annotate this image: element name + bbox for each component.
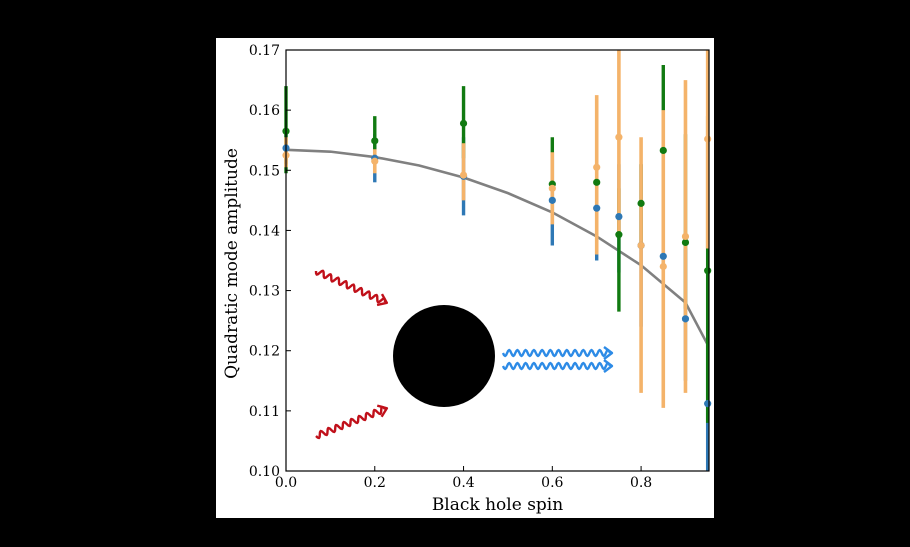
incoming-wave-top [314, 269, 389, 307]
orange-point [681, 232, 690, 241]
arrow-head [603, 359, 614, 373]
arrow-head [376, 293, 389, 307]
y-tick-label: 0.10 [249, 464, 280, 480]
green-point [615, 231, 623, 239]
green-point [704, 267, 712, 275]
orange-point [459, 171, 468, 179]
orange-point [548, 184, 556, 192]
incoming-wave-bottom [315, 404, 389, 440]
y-tick-label: 0.13 [249, 284, 280, 300]
green-point [681, 238, 690, 247]
x-tick-label: 0.2 [364, 475, 386, 491]
arrow-head [376, 404, 389, 418]
wave-line [501, 361, 612, 371]
orange-point [704, 135, 712, 143]
green-point [459, 119, 468, 127]
black-hole-illustration [314, 269, 614, 440]
orange-point [593, 163, 601, 171]
y-tick-label: 0.12 [249, 344, 280, 360]
green-point [593, 178, 601, 186]
green-point [637, 199, 645, 207]
y-tick-label: 0.17 [249, 43, 280, 59]
y-tick-label: 0.14 [249, 223, 280, 239]
blue-point [593, 204, 601, 212]
x-tick-label: 0.4 [452, 475, 474, 491]
outgoing-wave-upper [501, 346, 614, 360]
x-tick-label: 0.6 [541, 475, 563, 491]
fit-curve [285, 148, 709, 346]
blue-point [615, 212, 623, 221]
orange-point [637, 241, 645, 250]
orange-point [659, 262, 667, 271]
black-hole-disc [393, 305, 495, 407]
blue-point [659, 252, 667, 260]
y-tick-label: 0.11 [249, 404, 280, 420]
plot-frame [285, 49, 710, 472]
tick-layer: 0.0 0.2 0.4 0.6 0.8 0.10 0.11 0.12 0.13 0.14 0.15 0… [249, 43, 652, 491]
orange-point [615, 133, 623, 141]
y-tick-label: 0.15 [249, 163, 280, 179]
wave-line [315, 405, 386, 440]
blue-point [548, 196, 556, 204]
y-axis-title: Quadratic mode amplitude [222, 148, 242, 379]
green-point [371, 137, 379, 145]
x-axis-title: Black hole spin [432, 495, 563, 515]
errorbar-layer [284, 50, 710, 471]
y-tick-label: 0.16 [249, 103, 280, 119]
wave-line [501, 348, 612, 358]
blue-point [704, 400, 712, 408]
arrow-head [603, 346, 614, 360]
wave-line [314, 269, 387, 304]
green-point [659, 146, 667, 155]
outgoing-wave-lower [501, 359, 614, 373]
x-tick-label: 0.0 [275, 475, 297, 491]
blue-point [681, 315, 690, 323]
fit-curve-layer [285, 148, 709, 346]
orange-point [371, 157, 379, 165]
x-tick-label: 0.8 [630, 475, 652, 491]
point-layer [282, 119, 712, 408]
